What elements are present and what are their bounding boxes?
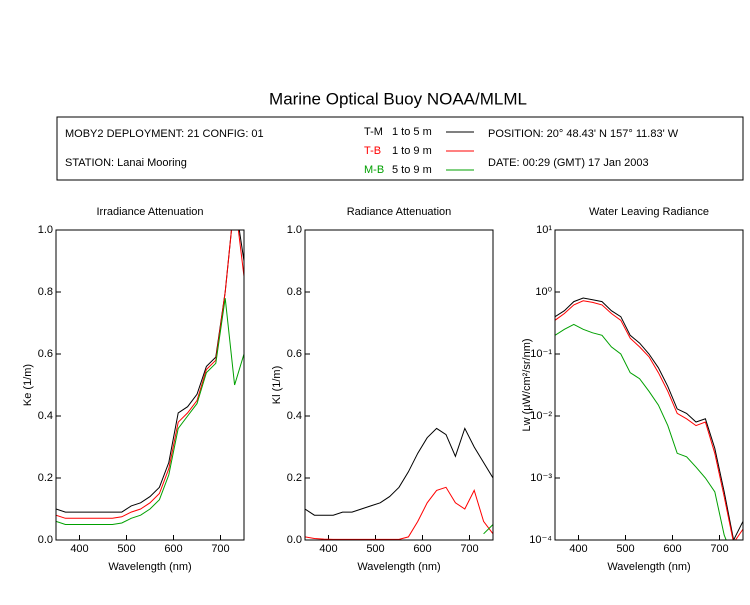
x-tick-label: 700 <box>211 543 229 555</box>
x-axis-label: Wavelength (nm) <box>607 561 690 573</box>
series-line <box>56 230 244 519</box>
y-axis-label: Kl (1/m) <box>271 366 283 405</box>
series-line <box>56 230 244 513</box>
y-tick-label: 10⁰ <box>535 286 552 298</box>
y-tick-label: 10⁻¹ <box>530 348 552 360</box>
legend-depth: 1 to 5 m <box>392 126 432 138</box>
x-tick-label: 600 <box>164 543 182 555</box>
y-tick-label: 0.2 <box>287 472 302 484</box>
y-tick-label: 1.0 <box>287 224 302 236</box>
y-tick-label: 0.0 <box>38 534 53 546</box>
x-tick-label: 700 <box>710 543 728 555</box>
y-tick-label: 0.8 <box>38 286 53 298</box>
panel-title: Irradiance Attenuation <box>96 206 203 218</box>
series-line <box>555 300 743 540</box>
legend-label: T-M <box>364 126 383 138</box>
plot-frame <box>55 229 245 541</box>
legend-depth: 5 to 9 m <box>392 164 432 176</box>
deployment: MOBY2 DEPLOYMENT: 21 CONFIG: 01 <box>65 128 264 140</box>
y-tick-label: 10¹ <box>536 224 552 236</box>
legend-depth: 1 to 9 m <box>392 145 432 157</box>
y-tick-label: 0.4 <box>287 410 302 422</box>
series-line <box>56 298 244 525</box>
y-tick-label: 10⁻⁴ <box>529 534 552 546</box>
series-line <box>555 323 743 540</box>
x-tick-label: 400 <box>569 543 587 555</box>
x-tick-label: 400 <box>319 543 337 555</box>
position: POSITION: 20° 48.43' N 157° 11.83' W <box>488 128 679 140</box>
legend-label: T-B <box>364 145 381 157</box>
y-tick-label: 1.0 <box>38 224 53 236</box>
y-tick-label: 0.6 <box>287 348 302 360</box>
y-tick-label: 10⁻³ <box>530 472 552 484</box>
x-axis-label: Wavelength (nm) <box>357 561 440 573</box>
station: STATION: Lanai Mooring <box>65 157 187 169</box>
plot-frame <box>554 229 744 541</box>
x-tick-label: 500 <box>117 543 135 555</box>
series-line <box>555 297 743 540</box>
legend-label: M-B <box>364 164 384 176</box>
x-tick-label: 400 <box>70 543 88 555</box>
y-tick-label: 10⁻² <box>530 410 552 422</box>
series-line <box>305 427 493 516</box>
x-tick-label: 500 <box>616 543 634 555</box>
info-box <box>56 116 744 181</box>
y-axis-label: Lw (µW/cm²/sr/nm) <box>521 338 533 431</box>
y-tick-label: 0.8 <box>287 286 302 298</box>
date: DATE: 00:29 (GMT) 17 Jan 2003 <box>488 157 649 169</box>
x-tick-label: 500 <box>366 543 384 555</box>
x-tick-label: 700 <box>460 543 478 555</box>
panel-title: Radiance Attenuation <box>347 206 452 218</box>
y-tick-label: 0.2 <box>38 472 53 484</box>
y-tick-label: 0.0 <box>287 534 302 546</box>
y-axis-label: Ke (1/m) <box>22 364 34 406</box>
y-tick-label: 0.4 <box>38 410 53 422</box>
figure-title: Marine Optical Buoy NOAA/MLML <box>269 89 527 108</box>
series-line <box>305 486 493 540</box>
x-axis-label: Wavelength (nm) <box>108 561 191 573</box>
panel-title: Water Leaving Radiance <box>589 206 709 218</box>
plot-frame <box>304 229 494 541</box>
y-tick-label: 0.6 <box>38 348 53 360</box>
x-tick-label: 600 <box>413 543 431 555</box>
series-line <box>483 524 493 535</box>
x-tick-label: 600 <box>663 543 681 555</box>
